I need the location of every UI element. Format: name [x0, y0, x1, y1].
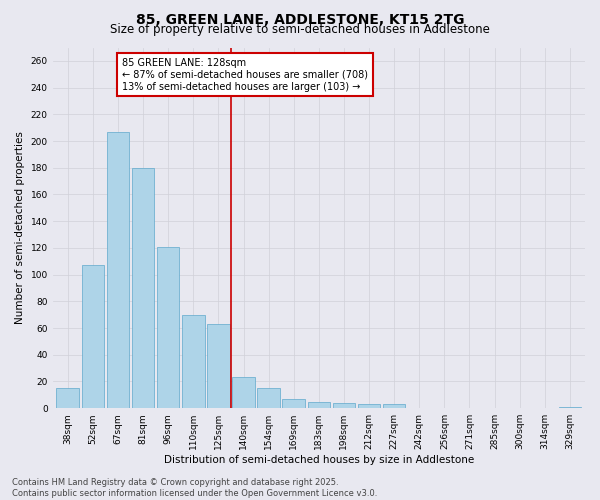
- Text: 85 GREEN LANE: 128sqm
← 87% of semi-detached houses are smaller (708)
13% of sem: 85 GREEN LANE: 128sqm ← 87% of semi-deta…: [122, 58, 368, 92]
- Text: Contains HM Land Registry data © Crown copyright and database right 2025.
Contai: Contains HM Land Registry data © Crown c…: [12, 478, 377, 498]
- Bar: [358, 404, 380, 408]
- Bar: [107, 132, 129, 408]
- Bar: [56, 388, 79, 408]
- Bar: [132, 168, 154, 408]
- X-axis label: Distribution of semi-detached houses by size in Addlestone: Distribution of semi-detached houses by …: [164, 455, 474, 465]
- Bar: [383, 404, 406, 408]
- Bar: [332, 403, 355, 408]
- Bar: [283, 399, 305, 408]
- Text: Size of property relative to semi-detached houses in Addlestone: Size of property relative to semi-detach…: [110, 22, 490, 36]
- Bar: [308, 402, 330, 408]
- Y-axis label: Number of semi-detached properties: Number of semi-detached properties: [15, 132, 25, 324]
- Bar: [157, 246, 179, 408]
- Bar: [257, 388, 280, 408]
- Bar: [559, 407, 581, 408]
- Bar: [182, 314, 205, 408]
- Text: 85, GREEN LANE, ADDLESTONE, KT15 2TG: 85, GREEN LANE, ADDLESTONE, KT15 2TG: [136, 12, 464, 26]
- Bar: [82, 266, 104, 408]
- Bar: [207, 324, 230, 408]
- Bar: [232, 378, 255, 408]
